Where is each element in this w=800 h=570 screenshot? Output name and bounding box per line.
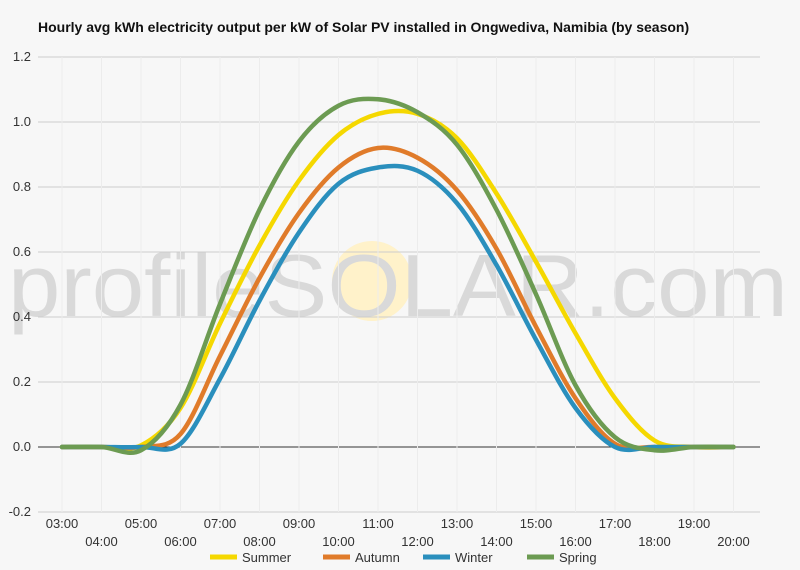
x-tick-label: 06:00 — [164, 534, 197, 549]
y-tick-label: 0.8 — [13, 179, 31, 194]
watermark-text: profileSOLAR.com — [8, 236, 788, 335]
x-tick-label: 07:00 — [204, 516, 237, 531]
x-tick-label: 04:00 — [85, 534, 118, 549]
x-tick-label: 05:00 — [125, 516, 158, 531]
legend-label: Summer — [242, 550, 292, 565]
x-tick-label: 12:00 — [401, 534, 434, 549]
x-tick-label: 14:00 — [480, 534, 513, 549]
x-tick-label: 20:00 — [717, 534, 750, 549]
legend-item-spring[interactable]: Spring — [527, 550, 597, 565]
y-axis: -0.2 0.0 0.2 0.4 0.6 0.8 1.0 1.2 — [9, 49, 31, 519]
y-tick-label: 0.2 — [13, 374, 31, 389]
legend-item-autumn[interactable]: Autumn — [323, 550, 400, 565]
y-tick-label: 1.0 — [13, 114, 31, 129]
y-tick-label: 1.2 — [13, 49, 31, 64]
x-tick-label: 10:00 — [322, 534, 355, 549]
x-tick-label: 08:00 — [243, 534, 276, 549]
x-tick-label: 18:00 — [638, 534, 671, 549]
series-line-spring — [59, 96, 736, 456]
legend-label: Spring — [559, 550, 597, 565]
x-tick-label: 19:00 — [678, 516, 711, 531]
x-tick-label: 17:00 — [599, 516, 632, 531]
watermark-sun-icon — [332, 241, 412, 321]
x-tick-label: 11:00 — [362, 516, 394, 531]
x-tick-label: 03:00 — [46, 516, 79, 531]
watermark: profileSOLAR.com — [8, 236, 788, 335]
x-tick-label: 13:00 — [441, 516, 474, 531]
series-line-winter — [59, 163, 736, 453]
legend-item-winter[interactable]: Winter — [423, 550, 493, 565]
x-tick-label: 16:00 — [559, 534, 592, 549]
y-tick-label: 0.6 — [13, 244, 31, 259]
x-tick-label: 09:00 — [283, 516, 316, 531]
legend-label: Autumn — [355, 550, 400, 565]
series-lines — [59, 96, 736, 456]
x-axis: 03:00 04:00 05:00 06:00 07:00 08:00 09:00 10:00… — [46, 516, 750, 549]
y-tick-label: 0.0 — [13, 439, 31, 454]
chart-title: Hourly avg kWh electricity output per kW… — [38, 19, 690, 35]
y-tick-label: 0.4 — [13, 309, 31, 324]
series-line-autumn — [59, 145, 736, 451]
legend-label: Winter — [455, 550, 493, 565]
x-tick-label: 15:00 — [520, 516, 553, 531]
y-tick-label: -0.2 — [9, 504, 31, 519]
legend-item-summer[interactable]: Summer — [210, 550, 292, 565]
legend[interactable]: Summer Autumn Winter Spring — [210, 550, 597, 565]
